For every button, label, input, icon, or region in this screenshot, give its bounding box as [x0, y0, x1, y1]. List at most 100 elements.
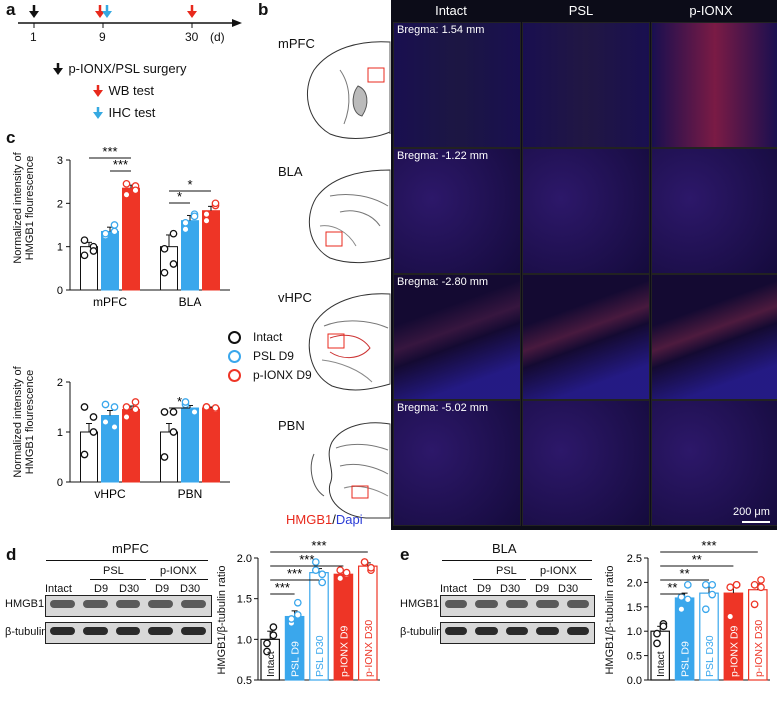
data-point — [757, 583, 765, 592]
x-tick-label: BLA — [179, 295, 202, 309]
data-point — [653, 639, 661, 648]
d-group-line-pionx — [150, 579, 208, 580]
bregma-2: Bregma: -1.22 mm — [397, 150, 489, 162]
data-point — [160, 453, 169, 461]
d-band-hmgb1-4 — [148, 600, 174, 608]
y-tick-label: 2 — [57, 198, 63, 210]
d-group-line-psl — [90, 579, 146, 580]
data-point — [122, 190, 131, 199]
d-lane-5: D30 — [180, 583, 201, 595]
data-point — [89, 413, 98, 421]
y-tick-label: 2.0 — [627, 577, 642, 589]
legend-surgery: p-IONX/PSL surgery — [52, 60, 186, 78]
e-group-psl: PSL — [496, 565, 517, 577]
d-band-tubulin-5 — [181, 627, 206, 635]
d-lane-1: Intact — [45, 583, 72, 595]
e-band-hmgb1-5 — [566, 600, 589, 608]
y-tick-label: 1.0 — [627, 626, 642, 638]
panel-a-label: a — [6, 0, 16, 19]
significance-label: *** — [275, 580, 290, 595]
panel-e-label: e — [400, 545, 410, 564]
data-point — [269, 631, 278, 640]
data-point — [677, 605, 686, 614]
region-mpfc: mPFC — [278, 36, 315, 51]
data-point — [287, 615, 296, 623]
y-tick-label: 3 — [57, 155, 63, 167]
d-band-hmgb1-5 — [181, 600, 206, 608]
scale-bar — [742, 521, 770, 523]
significance-label: *** — [113, 157, 128, 172]
data-point — [169, 408, 178, 416]
region-bla: BLA — [278, 164, 303, 179]
data-point — [701, 605, 710, 614]
tick-day-9: 9 — [99, 30, 106, 44]
bar — [101, 231, 119, 291]
panel-c-label: c — [6, 128, 16, 147]
timeline — [18, 5, 242, 28]
e-band-hmgb1-3 — [505, 600, 529, 608]
data-point — [122, 413, 131, 421]
data-point — [211, 199, 220, 208]
e-band-tubulin-1 — [445, 627, 468, 635]
significance-label: * — [177, 394, 182, 409]
d-band-hmgb1-2 — [82, 600, 108, 608]
data-point — [202, 216, 211, 225]
red-arrow-icon — [93, 84, 103, 97]
data-point — [101, 400, 110, 409]
e-band-tubulin-2 — [475, 627, 498, 635]
stain-legend: HMGB1/Dapi — [286, 512, 363, 527]
data-point — [89, 428, 98, 436]
bar — [202, 407, 220, 483]
data-point — [732, 580, 741, 589]
significance-label: ** — [692, 552, 702, 567]
chart-c-bottom: 0 1 2 vHPC PBN * — [57, 377, 230, 501]
micrograph-bla-psl — [522, 148, 650, 274]
d-lane-4: D9 — [155, 583, 170, 595]
d-lane-3: D30 — [119, 583, 140, 595]
e-region: BLA — [492, 541, 517, 556]
y-tick-label: 2.0 — [237, 553, 252, 565]
data-point — [659, 622, 668, 631]
x-tick-label: PSL D9 — [680, 641, 692, 677]
data-point — [131, 398, 140, 406]
x-tick-label: p-IONX D9 — [338, 625, 350, 677]
data-point — [110, 403, 119, 411]
ihc-arrow-icon — [102, 5, 112, 18]
data-point — [131, 186, 140, 195]
y-tick-label: 0.5 — [237, 675, 252, 687]
x-tick-label: Intact — [265, 651, 277, 677]
e-band-tubulin-5 — [566, 627, 589, 635]
data-point — [110, 221, 119, 229]
e-band-tubulin-3 — [505, 627, 529, 635]
x-tick-label: Intact — [655, 651, 667, 677]
region-pbn: PBN — [278, 418, 305, 433]
e-lane-1: Intact — [440, 583, 467, 595]
d-region: mPFC — [112, 541, 149, 556]
atlas-vhpc — [308, 293, 391, 391]
data-point — [101, 418, 110, 426]
data-point — [701, 580, 710, 589]
wb-arrow-icon — [95, 5, 105, 18]
data-point — [726, 612, 735, 621]
data-point — [190, 212, 199, 221]
significance-label: ** — [680, 566, 690, 581]
data-point — [160, 244, 169, 253]
e-group-line-pionx — [530, 579, 592, 580]
col-pionx: p-IONX — [689, 3, 733, 18]
data-point — [122, 179, 131, 188]
y-tick-label: 0.0 — [627, 675, 642, 687]
significance-label: * — [177, 189, 182, 204]
d-band-tubulin-1 — [50, 627, 75, 635]
data-point — [750, 600, 759, 609]
e-band-hmgb1: HMGB1 — [400, 598, 440, 610]
micrograph-pbn-pionx — [651, 400, 777, 526]
legend-pionx: p-IONX D9 — [228, 366, 312, 385]
d-band-tubulin: β-tubulin — [5, 626, 48, 638]
data-point — [683, 595, 692, 604]
y-tick-label: 1 — [57, 427, 63, 439]
x-tick-label: PBN — [178, 487, 203, 501]
data-point — [293, 598, 302, 607]
wb-arrow-icon-d30 — [187, 5, 197, 18]
data-point — [269, 623, 278, 631]
micrograph-bla-intact — [393, 148, 521, 274]
